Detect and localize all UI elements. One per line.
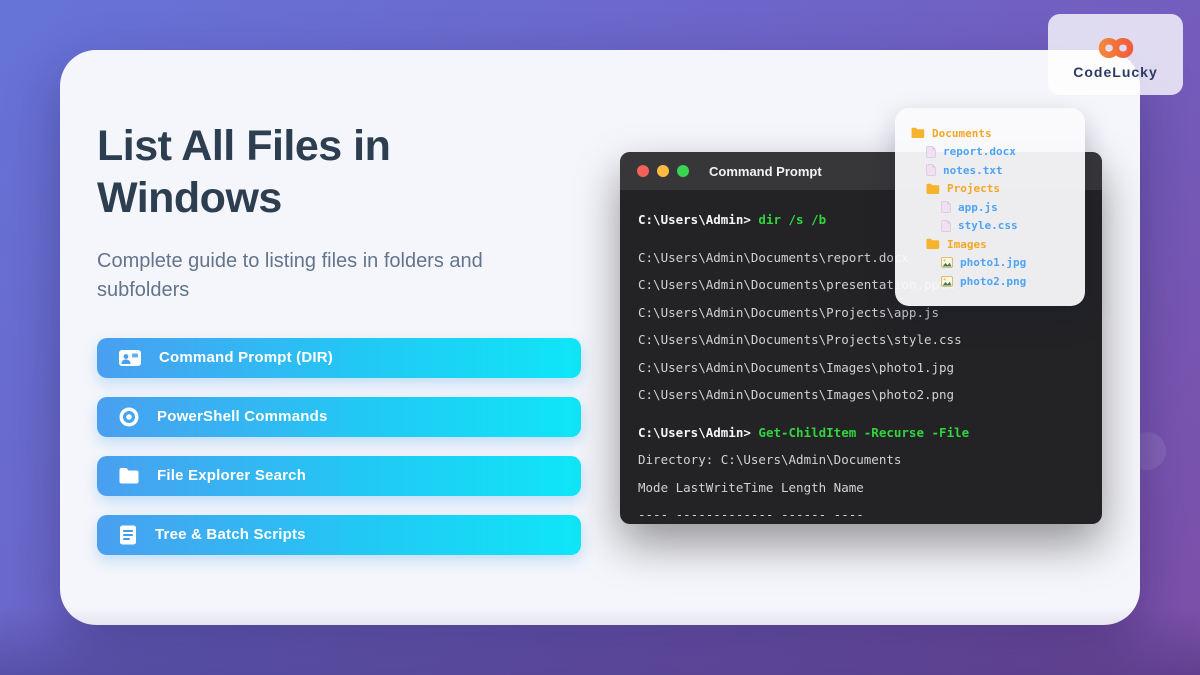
terminal-command-line: C:\Users\Admin> dir /s /b xyxy=(638,206,1084,234)
folder-icon xyxy=(926,183,940,194)
terminal-output-line: Directory: C:\Users\Admin\Documents xyxy=(638,452,902,467)
tree-item-label: report.docx xyxy=(943,145,1016,159)
file-icon xyxy=(941,201,951,214)
terminal-prompt: C:\Users\Admin> xyxy=(638,212,759,227)
file-icon xyxy=(926,145,936,158)
tree-item-appjs[interactable]: app.js xyxy=(941,198,1075,217)
terminal-output-line: Mode LastWriteTime Length Name xyxy=(638,479,864,495)
menu-button-powershell[interactable]: PowerShell Commands xyxy=(97,396,581,437)
tree-item-stylecss[interactable]: style.css xyxy=(941,217,1075,236)
tree-item-label: photo2.png xyxy=(960,274,1027,288)
main-card: List All Files in Windows Complete guide… xyxy=(60,50,1140,625)
terminal-output-line: ---- ------------- ------ ---- xyxy=(638,507,864,522)
tree-item-images[interactable]: Images xyxy=(926,235,1075,254)
file-icon xyxy=(941,219,951,232)
brand-logo-card: CodeLucky xyxy=(1048,14,1183,95)
menu-button-label: PowerShell Commands xyxy=(157,408,328,426)
terminal-body: C:\Users\Admin> dir /s /b C:\Users\Admin… xyxy=(620,190,1102,524)
menu-button-label: Command Prompt (DIR) xyxy=(159,349,333,367)
brand-name: CodeLucky xyxy=(1073,63,1158,80)
menu-button-label: Tree & Batch Scripts xyxy=(155,526,306,544)
tree-item-label: Projects xyxy=(947,182,1000,196)
tree-item-label: Documents xyxy=(932,126,992,140)
file-tree-card: Documents report.docx notes.txt Projects… xyxy=(895,108,1085,306)
tree-item-photo2[interactable]: photo2.png xyxy=(941,272,1075,291)
terminal-output-line: C:\Users\Admin\Documents\presentation.pp… xyxy=(638,277,955,292)
tree-item-report[interactable]: report.docx xyxy=(926,143,1075,162)
target-icon xyxy=(118,406,140,428)
menu-button-tree-batch[interactable]: Tree & Batch Scripts xyxy=(97,514,581,555)
maximize-traffic-light[interactable] xyxy=(677,165,689,177)
image-file-icon xyxy=(941,257,953,269)
menu-button-label: File Explorer Search xyxy=(157,467,307,485)
terminal-command: dir /s /b xyxy=(758,212,827,227)
terminal-prompt: C:\Users\Admin> xyxy=(638,424,759,440)
tree-item-label: photo1.jpg xyxy=(960,256,1027,270)
menu-button-file-explorer[interactable]: File Explorer Search xyxy=(97,455,581,496)
tree-item-label: notes.txt xyxy=(943,163,1003,177)
topic-menu: Command Prompt (DIR) PowerShell Commands xyxy=(97,337,585,555)
infinity-logo-icon xyxy=(1098,37,1133,58)
terminal-title: Command Prompt xyxy=(709,163,822,179)
tree-item-label: style.css xyxy=(958,219,1018,233)
terminal-output-line: C:\Users\Admin\Documents\report.docx xyxy=(638,249,909,265)
image-file-icon xyxy=(941,275,953,287)
terminal-output-line: C:\Users\Admin\Documents\Projects\style.… xyxy=(638,332,962,347)
menu-button-command-prompt[interactable]: Command Prompt (DIR) xyxy=(97,337,581,378)
terminal-output-line: C:\Users\Admin\Documents\Images\photo1.j… xyxy=(638,359,955,375)
tree-item-photo1[interactable]: photo1.jpg xyxy=(941,254,1075,273)
folder-icon xyxy=(926,239,940,250)
terminal-output-line: C:\Users\Admin\Documents\Projects\app.js xyxy=(638,304,940,320)
file-icon xyxy=(926,164,936,177)
tree-item-notes[interactable]: notes.txt xyxy=(926,161,1075,180)
folder-icon xyxy=(118,466,140,486)
tree-item-documents[interactable]: Documents xyxy=(911,124,1075,143)
terminal-window: Command Prompt C:\Users\Admin> dir /s /b… xyxy=(620,152,1102,524)
id-card-icon xyxy=(118,347,142,369)
page-subtitle: Complete guide to listing files in folde… xyxy=(97,249,483,301)
page-title: List All Files in Windows xyxy=(97,120,585,225)
terminal-command: Get-ChildItem -Recurse -File xyxy=(758,424,970,440)
page-title-line2: Windows xyxy=(97,174,282,223)
page-title-line1: List All Files in xyxy=(97,122,391,170)
document-icon xyxy=(118,524,138,546)
folder-icon xyxy=(911,128,925,139)
minimize-traffic-light[interactable] xyxy=(657,165,669,177)
terminal-command-line: C:\Users\Admin> Get-ChildItem -Recurse -… xyxy=(638,419,1084,447)
tree-item-label: Images xyxy=(947,237,987,251)
tree-item-projects[interactable]: Projects xyxy=(926,180,1075,199)
tree-item-label: app.js xyxy=(958,200,998,214)
terminal-output-line: C:\Users\Admin\Documents\Images\photo2.p… xyxy=(638,387,955,402)
close-traffic-light[interactable] xyxy=(637,165,649,177)
hero-section: List All Files in Windows Complete guide… xyxy=(97,120,585,555)
